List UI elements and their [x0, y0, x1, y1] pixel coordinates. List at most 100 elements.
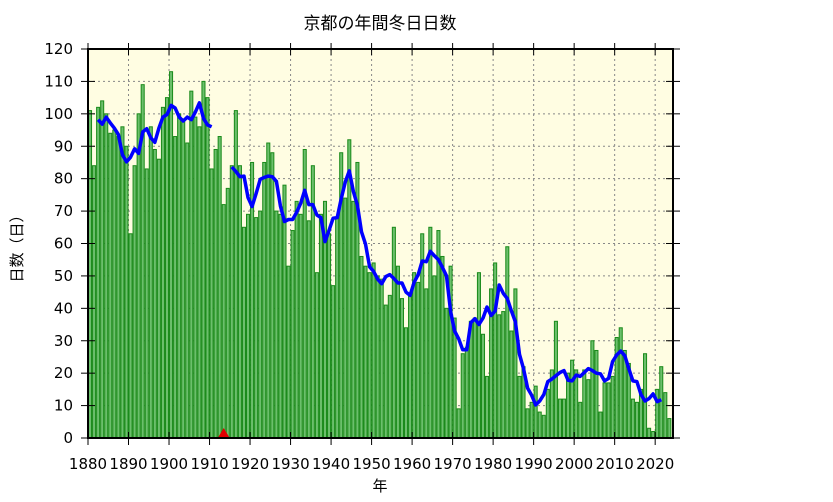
bar-1883: [100, 100, 105, 439]
bar-1889: [124, 145, 129, 439]
bar-2009: [610, 375, 615, 439]
bar-2008: [606, 382, 611, 439]
bar-1912: [217, 136, 222, 439]
y-tick-label: 0: [63, 429, 73, 447]
bar-1921: [254, 217, 259, 439]
bar-1898: [160, 106, 165, 439]
bar-2014: [630, 398, 635, 439]
bar-1989: [529, 401, 534, 439]
bar-1990: [533, 385, 538, 439]
bar-2004: [590, 340, 595, 439]
x-tick-label: 2000: [555, 455, 593, 473]
y-tick-label: 90: [54, 137, 73, 155]
bar-1887: [116, 136, 121, 439]
y-axis-label: 日数（日）: [8, 207, 26, 282]
bar-1951: [375, 275, 380, 439]
bar-1963: [424, 288, 429, 439]
bar-2021: [659, 366, 664, 439]
bar-1894: [144, 168, 149, 439]
bar-1961: [416, 281, 421, 439]
bar-1932: [298, 213, 303, 439]
bar-1902: [177, 113, 182, 439]
bar-1882: [96, 106, 101, 439]
bar-1911: [213, 148, 218, 439]
bar-1916: [233, 110, 238, 439]
bar-1967: [440, 255, 445, 439]
bar-1895: [148, 126, 153, 439]
bar-1992: [541, 414, 546, 439]
bar-1908: [201, 80, 206, 439]
bar-2023: [667, 418, 672, 439]
bar-1913: [221, 204, 226, 439]
moving-average-line: [96, 101, 663, 407]
bar-1956: [395, 265, 400, 439]
bar-1952: [379, 278, 384, 439]
bar-1982: [501, 311, 506, 439]
bar-1991: [537, 411, 542, 439]
y-tick-label: 40: [54, 299, 73, 317]
x-tick-label: 1900: [150, 455, 188, 473]
bar-1936: [314, 272, 319, 439]
x-tick-label: 1980: [474, 455, 512, 473]
bar-1900: [169, 71, 174, 439]
bar-1888: [120, 126, 125, 439]
bar-1943: [343, 197, 348, 439]
bar-2007: [602, 382, 607, 439]
bar-1973: [464, 346, 469, 439]
moving-average-segment: [230, 165, 663, 407]
bar-1907: [197, 126, 202, 439]
x-tick-label: 1890: [109, 455, 147, 473]
bar-1998: [566, 372, 571, 439]
bar-1960: [412, 272, 417, 439]
bar-1891: [132, 165, 137, 439]
bar-1885: [108, 132, 113, 439]
bar-2017: [643, 353, 648, 439]
bar-1919: [245, 213, 251, 439]
relocation-marker: [217, 428, 230, 438]
bar-1927: [278, 213, 283, 439]
marker-triangle-icon: [217, 428, 230, 438]
y-tick-label: 120: [44, 40, 73, 58]
x-tick-label: 1990: [515, 455, 553, 473]
bar-1930: [290, 230, 295, 439]
bar-1988: [525, 408, 530, 439]
bar-1940: [331, 285, 336, 439]
x-tick-label: 1970: [434, 455, 472, 473]
bar-1945: [351, 200, 356, 439]
bar-1975: [472, 317, 477, 439]
bar-1977: [480, 333, 486, 439]
bar-1965: [432, 275, 437, 439]
bar-1983: [505, 246, 510, 439]
bar-2018: [647, 427, 652, 439]
bar-1959: [408, 294, 413, 439]
chart-title: 京都の年間冬日日数: [304, 14, 457, 34]
bar-2005: [594, 349, 599, 439]
x-tick-label: 1960: [393, 455, 431, 473]
bar-1905: [189, 90, 194, 439]
bar-1957: [399, 298, 404, 439]
bar-1903: [181, 119, 186, 439]
bar-1949: [367, 272, 372, 439]
y-tick-label: 20: [54, 364, 73, 382]
y-tick-label: 100: [44, 105, 73, 123]
bar-1937: [318, 213, 323, 439]
bar-1947: [359, 255, 364, 439]
bar-1934: [306, 220, 311, 439]
bar-1926: [274, 210, 279, 439]
bar-1986: [517, 375, 522, 439]
bar-1955: [391, 226, 396, 439]
bar-1929: [286, 265, 291, 439]
moving-average-segment: [96, 101, 213, 164]
bar-1976: [476, 272, 481, 439]
bar-1897: [156, 158, 161, 439]
bar-1971: [456, 408, 461, 439]
bar-1997: [561, 398, 567, 439]
bar-1896: [152, 148, 157, 439]
bar-1958: [403, 327, 409, 439]
bar-2015: [634, 401, 639, 439]
bar-1948: [363, 265, 368, 439]
bar-2022: [663, 392, 668, 439]
x-tick-label: 1950: [352, 455, 390, 473]
bar-1954: [387, 294, 392, 439]
bar-1925: [270, 152, 275, 439]
